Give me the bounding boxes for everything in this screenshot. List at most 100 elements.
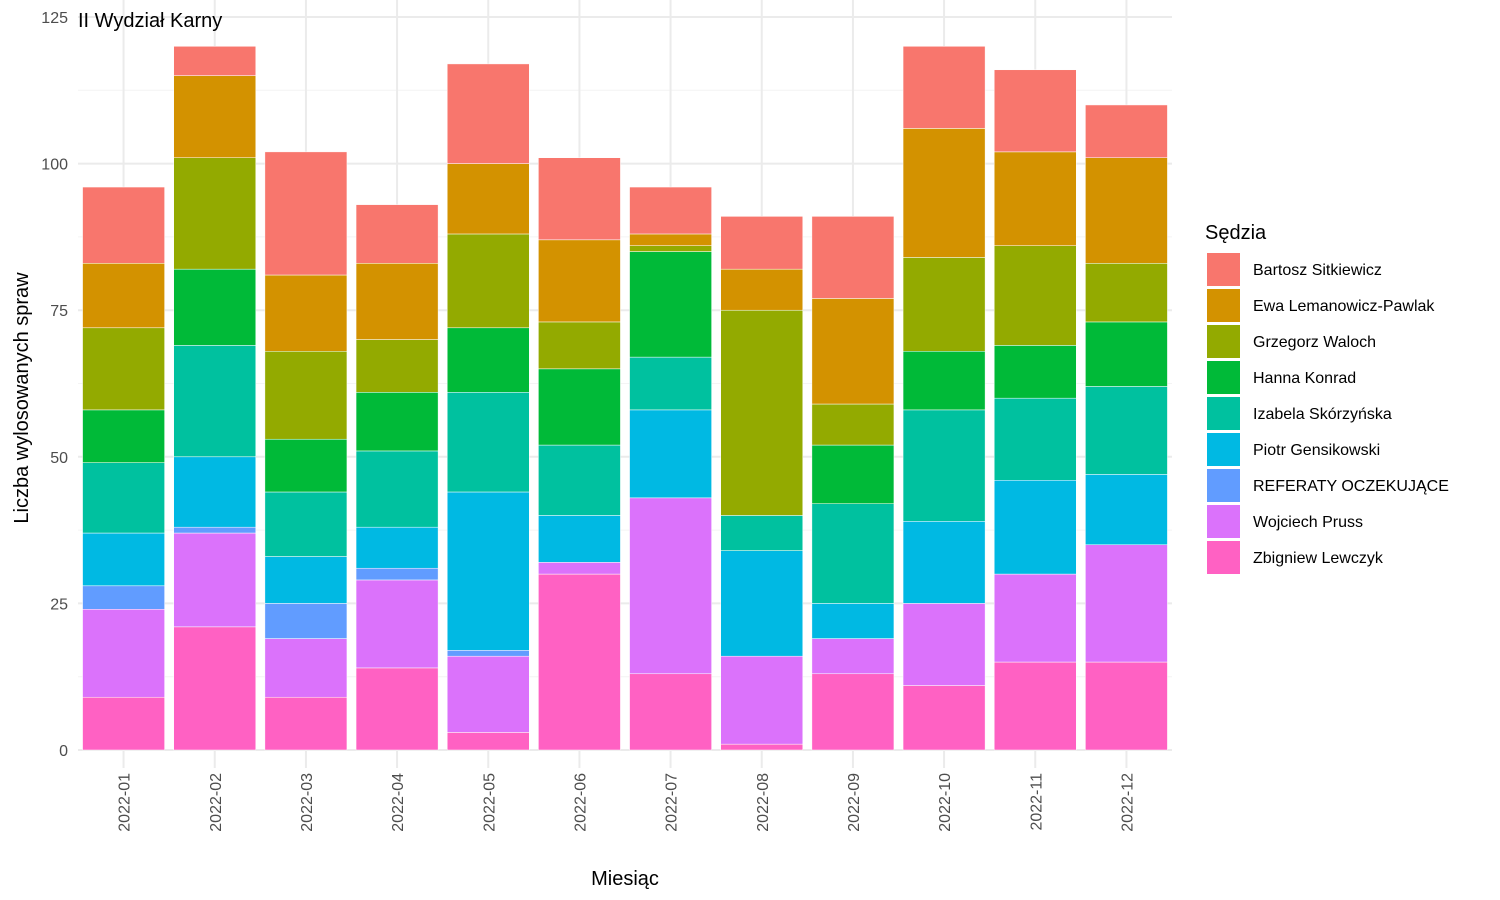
- bar-segment: [1085, 386, 1168, 475]
- bar-segment: [629, 251, 712, 358]
- bar-segment: [1085, 544, 1168, 663]
- bar-segment: [355, 579, 439, 669]
- bar-segment: [902, 603, 986, 686]
- bar-segment: [82, 263, 165, 329]
- legend-label: Hanna Konrad: [1253, 370, 1356, 387]
- y-axis-title: Liczba wylosowanych spraw: [11, 272, 33, 524]
- legend-swatch: [1207, 469, 1240, 502]
- legend-label: Bartosz Sitkiewicz: [1253, 262, 1382, 279]
- bar-segment: [355, 263, 439, 340]
- bar-segment: [173, 526, 257, 534]
- bar-segment: [264, 350, 348, 440]
- bar-segment: [264, 556, 348, 604]
- legend-swatch: [1207, 541, 1240, 574]
- bar-segment: [173, 75, 257, 158]
- bar-segment: [264, 696, 348, 751]
- legend-items: Bartosz Sitkiewicz Ewa Lemanowicz-Pawlak G…: [1207, 253, 1449, 574]
- bar-segment: [811, 444, 895, 504]
- legend-swatch: [1207, 505, 1240, 538]
- bar-segment: [82, 696, 165, 751]
- bar-segment: [355, 339, 439, 393]
- legend-swatch: [1207, 361, 1240, 394]
- y-tick-label: 0: [59, 743, 68, 760]
- bar-segment: [811, 638, 895, 675]
- bars: [82, 46, 1168, 751]
- bar-segment: [446, 491, 530, 651]
- x-axis-ticks: 2022-01 2022-02 2022-03 2022-04 2022-05 2022-…: [117, 773, 1137, 832]
- bar-segment: [1085, 474, 1168, 546]
- bar-segment: [720, 216, 804, 270]
- legend-label: Izabela Skórzyńska: [1253, 406, 1392, 423]
- bar-segment: [720, 743, 804, 751]
- bar-segment: [993, 69, 1077, 153]
- bar-segment: [720, 550, 804, 657]
- bar-segment: [173, 345, 257, 458]
- bar-segment: [811, 503, 895, 604]
- x-tick-label: 2022-05: [481, 773, 498, 832]
- x-tick-label: 2022-01: [117, 773, 134, 832]
- bar-segment: [993, 397, 1077, 481]
- bar-segment: [993, 345, 1077, 399]
- legend-swatch: [1207, 289, 1240, 322]
- x-axis-title: Miesiąc: [591, 868, 659, 890]
- legend-label: Piotr Gensikowski: [1253, 442, 1380, 459]
- y-tick-label: 125: [41, 10, 68, 27]
- bar-segment: [629, 356, 712, 411]
- legend-label: Grzegorz Waloch: [1253, 334, 1376, 351]
- bar-segment: [538, 321, 621, 370]
- bar-segment: [173, 268, 257, 346]
- x-tick-label: 2022-02: [208, 773, 225, 832]
- bar-segment: [173, 456, 257, 528]
- bar-segment: [264, 491, 348, 557]
- bar-segment: [811, 603, 895, 639]
- bar-segment: [1085, 263, 1168, 323]
- bar-segment: [902, 350, 986, 411]
- x-tick-label: 2022-09: [846, 773, 863, 832]
- bar-segment: [355, 450, 439, 528]
- bar-segment: [811, 673, 895, 751]
- bar-segment: [538, 368, 621, 446]
- bar-segment: [902, 409, 986, 522]
- y-tick-label: 75: [50, 303, 68, 320]
- legend-swatch: [1207, 397, 1240, 430]
- bar-segment: [173, 157, 257, 270]
- bar-segment: [538, 562, 621, 575]
- bar-segment: [355, 392, 439, 452]
- bar-segment: [538, 573, 621, 751]
- bar-segment: [629, 245, 712, 252]
- bar-segment: [446, 650, 530, 657]
- x-tick-label: 2022-10: [937, 773, 954, 832]
- bar-segment: [264, 274, 348, 352]
- legend-swatch: [1207, 325, 1240, 358]
- bar-segment: [629, 409, 712, 499]
- bar-segment: [173, 46, 257, 76]
- x-tick-label: 2022-11: [1028, 773, 1045, 831]
- y-axis-ticks: 0 25 50 75 100 125: [41, 10, 68, 760]
- bar-segment: [538, 157, 621, 241]
- legend-label: REFERATY OCZEKUJĄCE: [1253, 478, 1449, 495]
- bar-segment: [355, 204, 439, 264]
- bar-segment: [993, 245, 1077, 346]
- y-tick-label: 25: [50, 596, 68, 613]
- bar-segment: [993, 151, 1077, 246]
- bar-segment: [82, 585, 165, 610]
- bar-segment: [993, 661, 1077, 751]
- x-tick-label: 2022-03: [299, 773, 316, 832]
- bar-segment: [82, 462, 165, 534]
- bar-segment: [720, 309, 804, 516]
- x-tick-label: 2022-08: [755, 773, 772, 832]
- bar-segment: [446, 655, 530, 733]
- bar-segment: [264, 438, 348, 493]
- bar-segment: [629, 233, 712, 246]
- bar-segment: [173, 626, 257, 751]
- bar-segment: [993, 480, 1077, 575]
- bar-segment: [902, 521, 986, 604]
- bar-segment: [264, 638, 348, 698]
- x-tick-label: 2022-07: [664, 773, 681, 832]
- bar-segment: [538, 515, 621, 563]
- bar-segment: [1085, 157, 1168, 264]
- bar-segment: [446, 63, 530, 164]
- bar-segment: [811, 298, 895, 405]
